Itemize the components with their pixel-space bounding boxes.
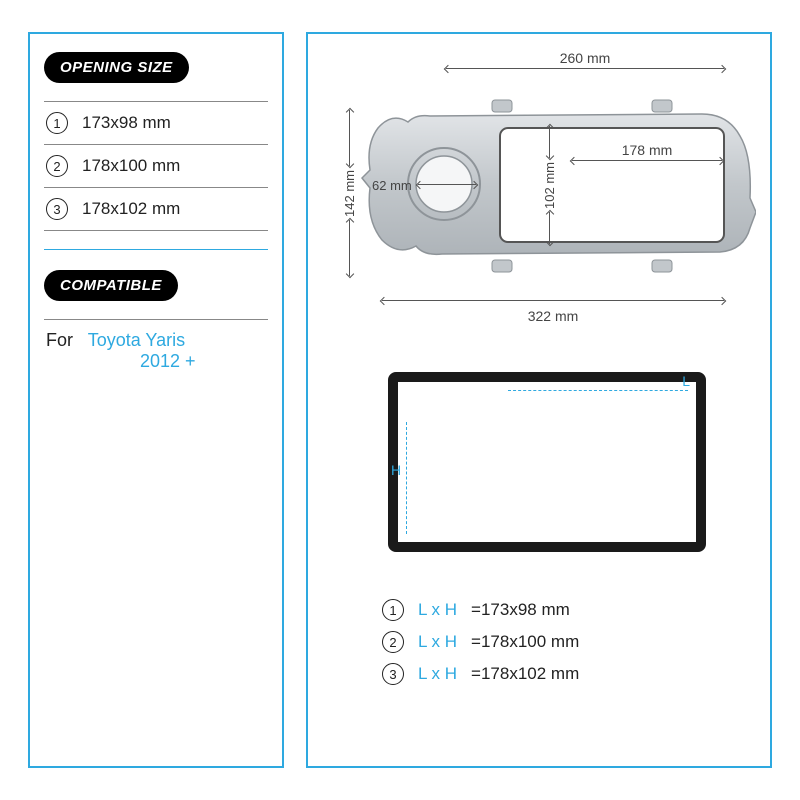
L-dim: [508, 390, 688, 391]
black-frame: [388, 372, 706, 552]
num-circle-2: 2: [46, 155, 68, 177]
dim-label: 178 mm: [572, 142, 722, 158]
dim-178mm: 178 mm: [572, 160, 722, 161]
compatible-title: COMPATIBLE: [44, 270, 178, 301]
compat-row: For Toyota Yaris: [44, 324, 268, 351]
num-circle-1: 1: [382, 599, 404, 621]
num-circle-3: 3: [382, 663, 404, 685]
dim-label: 142 mm: [342, 170, 357, 217]
size-text: 178x100 mm: [82, 156, 180, 176]
H-dim: [406, 422, 407, 534]
frame-diagram: [326, 362, 752, 582]
divider: [44, 230, 268, 231]
size-row: 1 173x98 mm: [44, 106, 268, 140]
divider: [44, 187, 268, 188]
frame-row: 2 L x H =178x100 mm: [382, 626, 752, 658]
lh-label: L x H: [418, 664, 457, 684]
divider: [44, 101, 268, 102]
dim-label: 260 mm: [446, 50, 724, 66]
size-row: 3 178x102 mm: [44, 192, 268, 226]
divider: [44, 144, 268, 145]
frame-row: 3 L x H =178x102 mm: [382, 658, 752, 690]
num-circle-3: 3: [46, 198, 68, 220]
compat-for: For: [46, 330, 73, 350]
frame-dimension-list: 1 L x H =173x98 mm 2 L x H =178x100 mm 3…: [326, 594, 752, 690]
lh-label: L x H: [418, 600, 457, 620]
dim-102mm: 102 mm: [542, 126, 557, 244]
opening-size-title: OPENING SIZE: [44, 52, 189, 83]
dim-label: 322 mm: [382, 308, 724, 324]
section-divider: [44, 249, 268, 250]
dim-62mm: 62 mm: [418, 184, 476, 185]
lh-label: L x H: [418, 632, 457, 652]
dim-260mm: 260 mm: [446, 68, 724, 69]
dim-label: 102 mm: [542, 162, 557, 209]
dim-322mm: 322 mm: [382, 300, 724, 301]
compat-model: Toyota Yaris: [88, 330, 185, 350]
right-panel: 260 mm 14: [306, 32, 772, 768]
frame-row: 1 L x H =173x98 mm: [382, 594, 752, 626]
dim-label: 62 mm: [372, 178, 412, 193]
left-panel: OPENING SIZE 1 173x98 mm 2 178x100 mm 3 …: [28, 32, 284, 768]
num-circle-1: 1: [46, 112, 68, 134]
dim-142mm: 142 mm: [342, 110, 357, 276]
lh-value: =178x100 mm: [471, 632, 579, 652]
size-row: 2 178x100 mm: [44, 149, 268, 183]
size-text: 173x98 mm: [82, 113, 171, 133]
lh-value: =173x98 mm: [471, 600, 570, 620]
fascia-diagram: 260 mm 14: [326, 62, 752, 342]
num-circle-2: 2: [382, 631, 404, 653]
divider: [44, 319, 268, 320]
size-text: 178x102 mm: [82, 199, 180, 219]
lh-value: =178x102 mm: [471, 664, 579, 684]
compat-year: 2012 +: [44, 351, 268, 372]
